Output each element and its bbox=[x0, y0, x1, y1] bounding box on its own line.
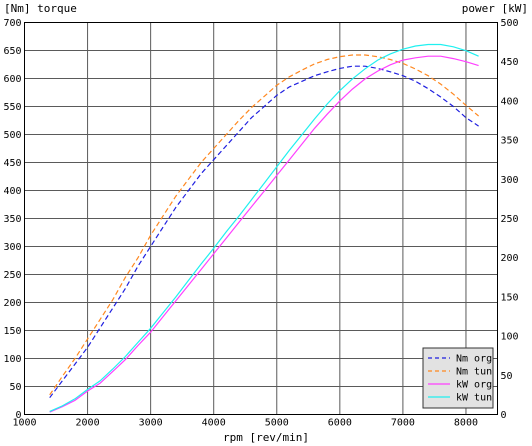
series-line-nm-org bbox=[49, 65, 479, 399]
x-tick-label: 5000 bbox=[265, 418, 289, 429]
y-right-tick-label: 250 bbox=[501, 214, 519, 225]
y-left-tick-label: 200 bbox=[3, 298, 21, 309]
y-right-tick-label: 450 bbox=[501, 57, 519, 68]
legend: Nm org Nm tun kW org kW tun bbox=[422, 347, 494, 409]
y-right-tick-label: 50 bbox=[501, 371, 513, 382]
series-line-kw-org bbox=[49, 55, 479, 413]
series-line-kw-tun bbox=[49, 43, 479, 412]
legend-label: Nm org bbox=[456, 354, 492, 365]
y-right-tick-label: 400 bbox=[501, 96, 519, 107]
y-right-tick-label: 200 bbox=[501, 253, 519, 264]
x-tick-label: 7000 bbox=[391, 418, 415, 429]
y-left-tick-label: 400 bbox=[3, 186, 21, 197]
series-lines bbox=[49, 43, 479, 413]
legend-label: kW tun bbox=[456, 393, 492, 404]
y-right-tick-label: 350 bbox=[501, 136, 519, 147]
y-left-tick-label: 150 bbox=[3, 326, 21, 337]
y-right-tick-label: 100 bbox=[501, 332, 519, 343]
x-tick-label: 4000 bbox=[202, 418, 226, 429]
plot-frame bbox=[24, 22, 498, 415]
x-tick-label: 1000 bbox=[12, 418, 36, 429]
y-left-tick-label: 50 bbox=[9, 382, 21, 393]
y-right-tick-label: 500 bbox=[501, 18, 519, 29]
y-left-tick-label: 0 bbox=[15, 410, 21, 421]
y-left-tick-label: 250 bbox=[3, 270, 21, 281]
x-tick-label: 3000 bbox=[139, 418, 163, 429]
x-axis-label: rpm [rev/min] bbox=[223, 431, 309, 444]
legend-label: kW org bbox=[456, 380, 492, 391]
y-left-tick-label: 550 bbox=[3, 102, 21, 113]
legend-label: Nm tun bbox=[456, 367, 492, 378]
legend-box bbox=[422, 347, 494, 409]
y-right-tick-label: 300 bbox=[501, 175, 519, 186]
y-left-tick-label: 300 bbox=[3, 242, 21, 253]
right-axis-title: power [kW] bbox=[462, 2, 528, 15]
tick-labels: 1000 2000 3000 4000 5000 6000 7000 800005010015… bbox=[3, 18, 518, 429]
x-tick-label: 6000 bbox=[328, 418, 352, 429]
y-left-tick-label: 600 bbox=[3, 74, 21, 85]
y-left-tick-label: 350 bbox=[3, 214, 21, 225]
y-left-tick-label: 700 bbox=[3, 18, 21, 29]
y-right-tick-label: 150 bbox=[501, 292, 519, 303]
y-left-tick-label: 100 bbox=[3, 354, 21, 365]
y-right-tick-label: 0 bbox=[501, 410, 507, 421]
x-tick-label: 8000 bbox=[454, 418, 478, 429]
left-axis-title: [Nm] torque bbox=[4, 2, 77, 15]
y-left-tick-label: 450 bbox=[3, 158, 21, 169]
series-line-nm-tun bbox=[49, 54, 479, 396]
y-left-tick-label: 650 bbox=[3, 46, 21, 57]
y-left-tick-label: 500 bbox=[3, 130, 21, 141]
x-tick-label: 2000 bbox=[76, 418, 100, 429]
